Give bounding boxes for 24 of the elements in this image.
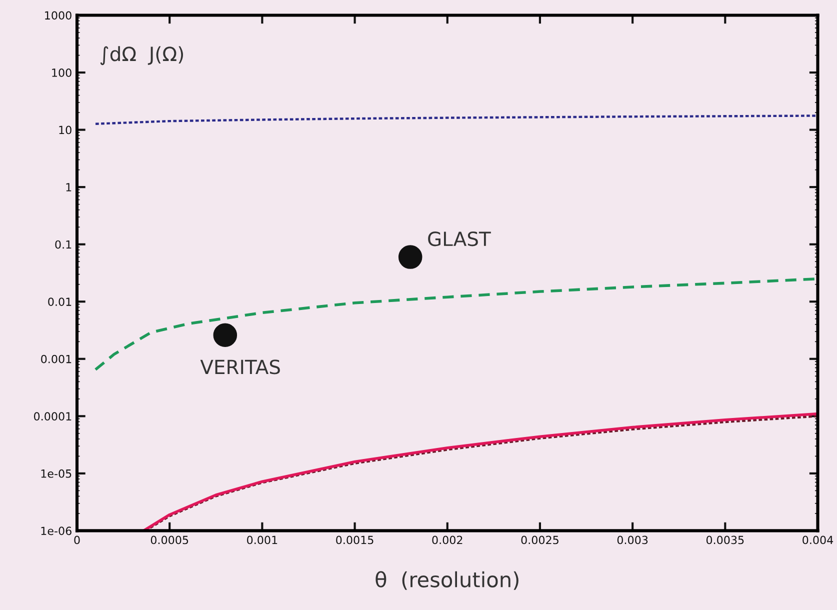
y-tick-label: 0.001 xyxy=(41,354,72,364)
y-tick-label: 1 xyxy=(66,183,72,192)
x-tick-label: 0.003 xyxy=(617,536,648,544)
y-tick-label: 0.01 xyxy=(48,298,72,306)
annotation: ∫dΩ J(Ω) xyxy=(100,46,184,66)
y-tick-label: 10 xyxy=(59,126,72,134)
y-tick-label: 0.0001 xyxy=(34,412,72,421)
x-tick-label: 0.0035 xyxy=(706,536,744,544)
line-series xyxy=(94,114,818,125)
x-tick-label: 0.0025 xyxy=(521,536,558,544)
y-tick-label: 100 xyxy=(52,68,72,77)
x-tick-label: 0.0005 xyxy=(150,536,188,544)
annotation: GLAST xyxy=(428,232,491,246)
y-tick-label: 1000 xyxy=(45,11,72,20)
x-tick-label: 0.002 xyxy=(432,536,462,544)
y-tick-label: 1e-05 xyxy=(41,469,72,478)
x-tick-label: 0 xyxy=(74,536,80,544)
annotation: VERITAS xyxy=(200,360,280,374)
x-tick-label: 0.001 xyxy=(247,536,278,544)
y-tick-label: 1e-06 xyxy=(41,526,72,536)
y-tick-label: 0.1 xyxy=(55,240,72,249)
x-tick-label: 0.0015 xyxy=(336,536,374,544)
x-axis-title: θ (resolution) xyxy=(376,571,518,590)
x-tick-label: 0.004 xyxy=(802,536,834,544)
